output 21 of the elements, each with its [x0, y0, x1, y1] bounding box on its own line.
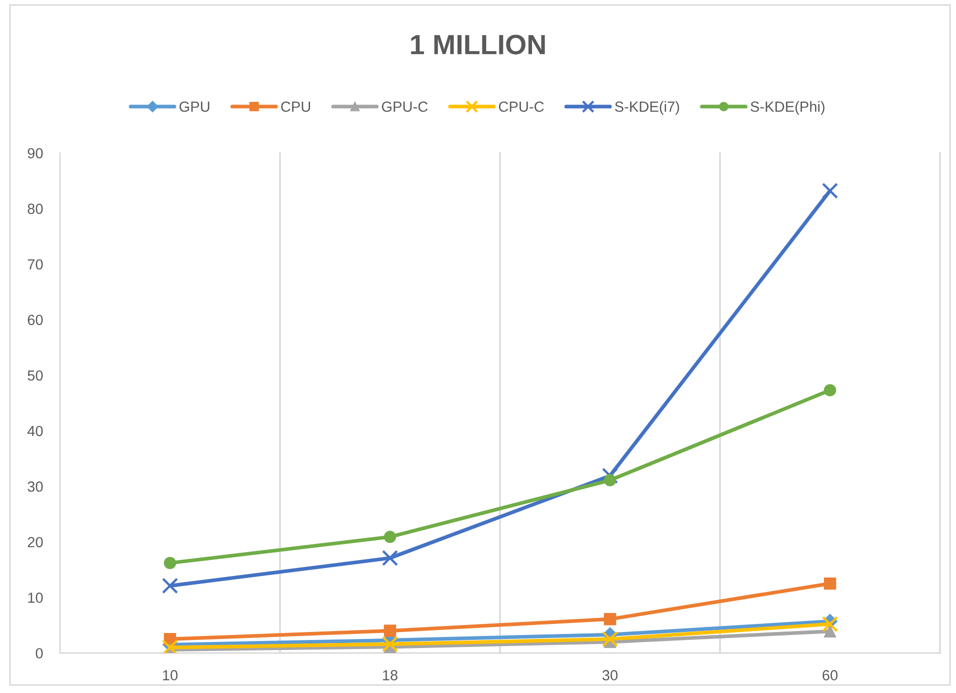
legend-label: GPU [180, 102, 210, 112]
y-tick-label: 20 [28, 536, 43, 548]
y-tick-label: 80 [28, 204, 43, 214]
y-tick-label: 30 [28, 481, 43, 492]
legend-label: CPU-C [498, 102, 544, 112]
y-tick-label: 10 [28, 592, 43, 603]
x-tick-label: 10 [163, 670, 178, 680]
y-tick-label: 0 [36, 648, 43, 658]
x-tick-label: 60 [822, 670, 838, 680]
y-tick-label: 60 [28, 314, 43, 326]
chart-title: 1 MILLION [411, 34, 545, 54]
y-tick-label: 40 [27, 426, 43, 436]
legend-label: CPU [281, 102, 310, 112]
x-tick-label: 18 [383, 670, 398, 680]
legend-label: S-KDE(i7) [615, 101, 680, 115]
legend-label: S-KDE(Phi) [750, 101, 824, 115]
legend-label: GPU-C [382, 102, 428, 112]
x-tick-label: 30 [602, 670, 618, 680]
y-tick-label: 50 [28, 370, 43, 381]
y-tick-label: 90 [28, 148, 43, 158]
y-tick-label: 70 [28, 259, 43, 270]
